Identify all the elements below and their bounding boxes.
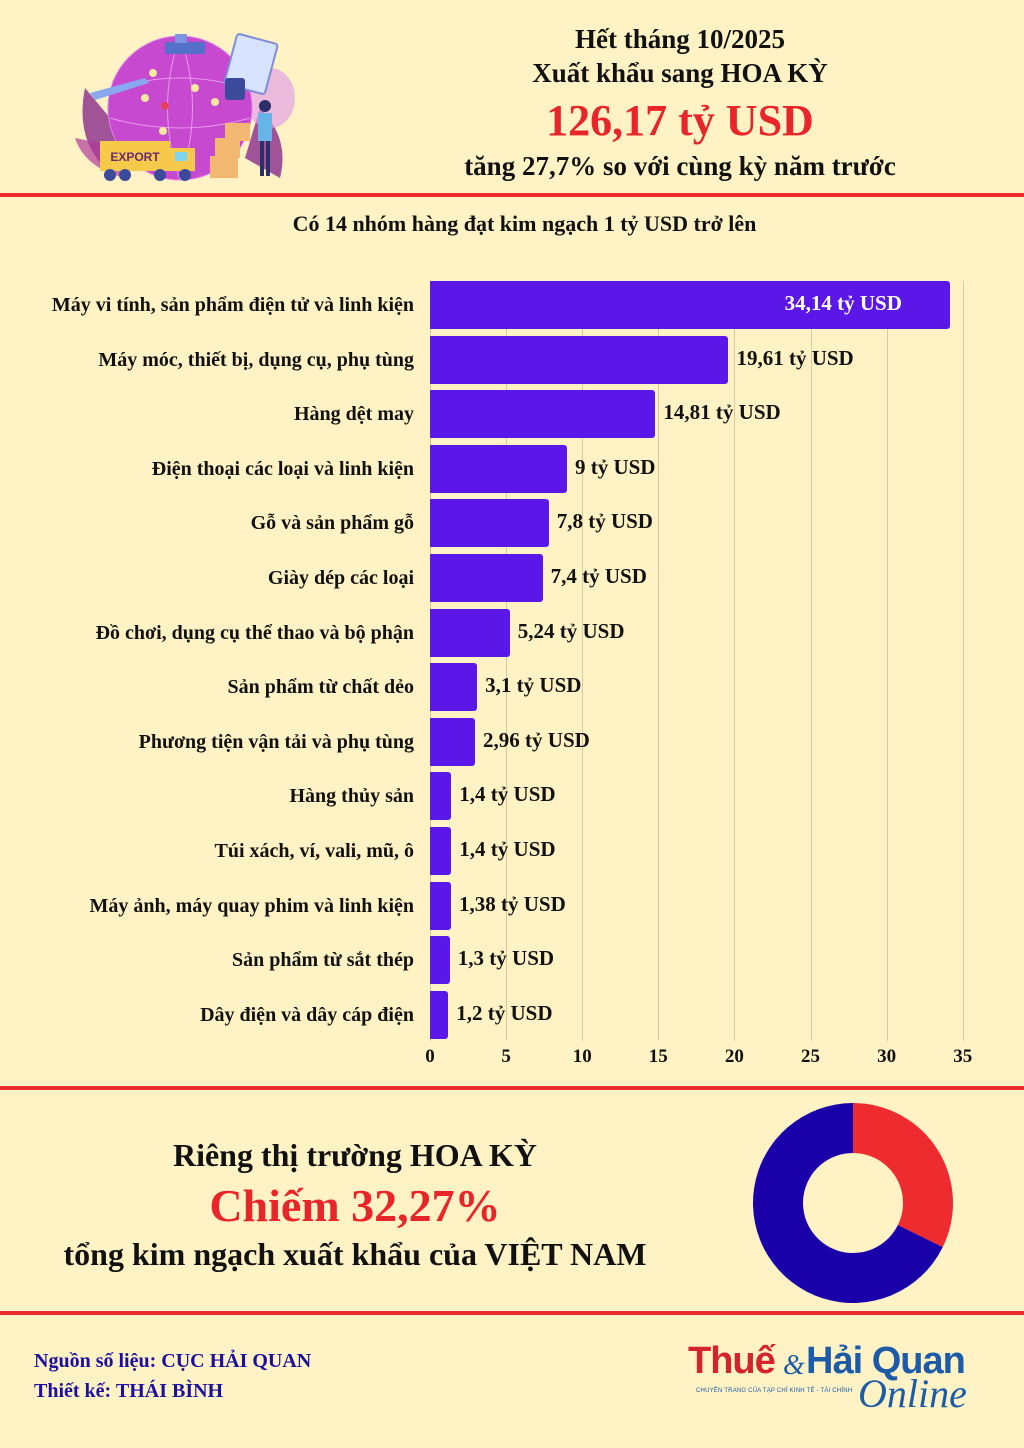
bar-value-label: 9 tỷ USD [574,454,656,479]
x-axis-tick: 15 [648,1046,668,1067]
bar-row: Gỗ và sản phẩm gỗ 7,8 tỷ USD [0,499,1024,548]
bar [430,608,510,657]
bar-value-label: 1,4 tỷ USD [459,837,556,861]
bar-row: Túi xách, ví, vali, mũ, ô 1,4 tỷ USD [0,827,1024,876]
category-label: Túi xách, ví, vali, mũ, ô [214,840,414,862]
bar-value-label: 3,1 tỷ USD [485,673,582,698]
bar [430,827,452,875]
bar-value-label: 34,14 tỷ USD [784,291,902,315]
donut-chart [753,1103,953,1303]
donut-segment [853,1103,953,1248]
bar [430,281,950,329]
bar-row: Đồ chơi, dụng cụ thể thao và bộ phận 5,24… [0,608,1024,658]
gridline [810,281,812,1041]
bar-row: Phương tiện vận tải và phụ tùng 2,96 tỷ U… [0,717,1024,767]
svg-text:EXPORT: EXPORT [110,150,160,164]
header-period: Hết tháng 10/2025 [574,24,785,54]
bar-value-label: 19,61 tỷ USD [736,345,854,370]
logo-part-hai-quan: Hải Quan [806,1340,966,1382]
bar [430,772,452,821]
bar [430,663,478,712]
bar-row: Hàng dệt may 14,81 tỷ USD [0,390,1024,439]
gridline [962,281,964,1041]
gridline [658,281,660,1041]
bar [430,990,449,1039]
bar-value-label: 7,8 tỷ USD [556,509,653,534]
category-label: Phương tiện vận tải và phụ tùng [138,730,414,753]
category-label: Máy móc, thiết bị, dụng cụ, phụ tùng [98,348,414,371]
category-label: Gỗ và sản phẩm gỗ [250,512,414,535]
x-axis-tick: 10 [572,1046,592,1067]
bar [430,554,543,602]
logo-part-thue: Thuế [688,1340,776,1382]
divider-middle [0,1086,1024,1090]
bar-chart: 0 5 10 15 20 25 30 35 Máy vi tính, sản phẩm điện… [0,281,1024,1081]
logo-ampersand: & [783,1350,805,1381]
bar-row: Giày dép các loại 7,4 tỷ USD [0,554,1024,603]
data-source: Nguồn số liệu: CỤC HẢI QUAN [34,1350,312,1372]
bar [430,717,476,766]
category-label: Hàng thủy sản [289,785,415,808]
bar-value-label: 1,2 tỷ USD [456,1000,553,1025]
share-percentage: Chiếm 32,27% [209,1180,501,1231]
logo-tagline: CHUYÊN TRANG CỦA TẠP CHÍ KINH TẾ - TÀI C… [696,1388,853,1394]
gridline [582,281,584,1041]
divider-top [0,193,1024,197]
bar-row: Sản phẩm từ sắt thép 1,3 tỷ USD [0,936,1024,985]
bar-row: Hàng thủy sản 1,4 tỷ USD [0,772,1024,821]
bar [430,390,656,439]
category-label: Sản phẩm từ chất dẻo [227,676,414,699]
bar-value-label: 1,4 tỷ USD [459,782,556,807]
gridline [506,281,508,1041]
bar [430,881,451,930]
gridline [430,281,431,1041]
x-axis-tick: 0 [425,1046,435,1067]
header-total-value: 126,17 tỷ USD [546,96,814,145]
divider-bottom [0,1311,1024,1315]
bar-row: Sản phẩm từ chất dẻo 3,1 tỷ USD [0,663,1024,712]
category-label: Đồ chơi, dụng cụ thể thao và bộ phận [95,621,414,644]
header-growth: tăng 27,7% so với cùng kỳ năm trước [464,151,896,181]
category-label: Giày dép các loại [267,567,414,589]
bar-value-label: 14,81 tỷ USD [663,400,781,425]
bar-value-label: 2,96 tỷ USD [483,727,590,752]
export-illustration-icon: EXPORT [75,33,295,181]
bar-row: Máy móc, thiết bị, dụng cụ, phụ tùng 19,6… [0,335,1024,385]
bar-row: Máy ảnh, máy quay phim và linh kiện 1,38 … [0,881,1024,931]
category-label: Hàng dệt may [294,403,414,426]
chart-title: Có 14 nhóm hàng đạt kim ngạch 1 tỷ USD t… [292,211,757,236]
bar-value-label: 1,3 tỷ USD [457,946,555,971]
bar [430,936,450,985]
donut-chart-svg [753,1103,953,1303]
bar-row: Dây điện và dây cáp điện 1,2 tỷ USD [0,990,1024,1040]
category-label: Sản phẩm từ sắt thép [231,949,414,972]
x-axis-tick: 30 [877,1046,897,1067]
gridline [886,281,888,1041]
share-intro: Riêng thị trường HOA KỲ [172,1137,538,1173]
publisher-logo[interactable]: Thuế & Hải Quan CHUYÊN TRANG CỦA TẠP CHÍ… [688,1340,978,1422]
category-label: Máy vi tính, sản phẩm điện tử và linh ki… [51,294,414,316]
export-illustration: EXPORT [65,28,295,188]
x-axis-tick: 25 [801,1046,820,1067]
logo-online-script: Online [858,1371,967,1416]
bar-value-label: 1,38 tỷ USD [459,891,566,916]
header-market: Xuất khẩu sang HOA KỲ [532,58,828,88]
bar-row: Điện thoại các loại và linh kiện 9 tỷ USD [0,444,1024,494]
category-label: Dây điện và dây cáp điện [200,1003,414,1026]
category-label: Điện thoại các loại và linh kiện [151,457,414,480]
bar-value-label: 5,24 tỷ USD [517,618,625,643]
bar-value-label: 7,4 tỷ USD [550,564,647,588]
bar [430,335,729,384]
donut-segment [753,1103,943,1303]
x-axis-tick: 5 [501,1046,511,1067]
designer-credit: Thiết kế: THÁI BÌNH [34,1380,224,1402]
bar-row: Máy vi tính, sản phẩm điện tử và linh ki… [0,281,1024,330]
x-axis-tick: 20 [724,1046,744,1067]
gridline [734,281,736,1041]
share-description: tổng kim ngạch xuất khẩu của VIỆT NAM [63,1236,647,1272]
x-axis-tick: 35 [953,1046,973,1067]
bar [430,444,567,493]
category-label: Máy ảnh, máy quay phim và linh kiện [89,894,414,917]
bar [430,499,549,548]
